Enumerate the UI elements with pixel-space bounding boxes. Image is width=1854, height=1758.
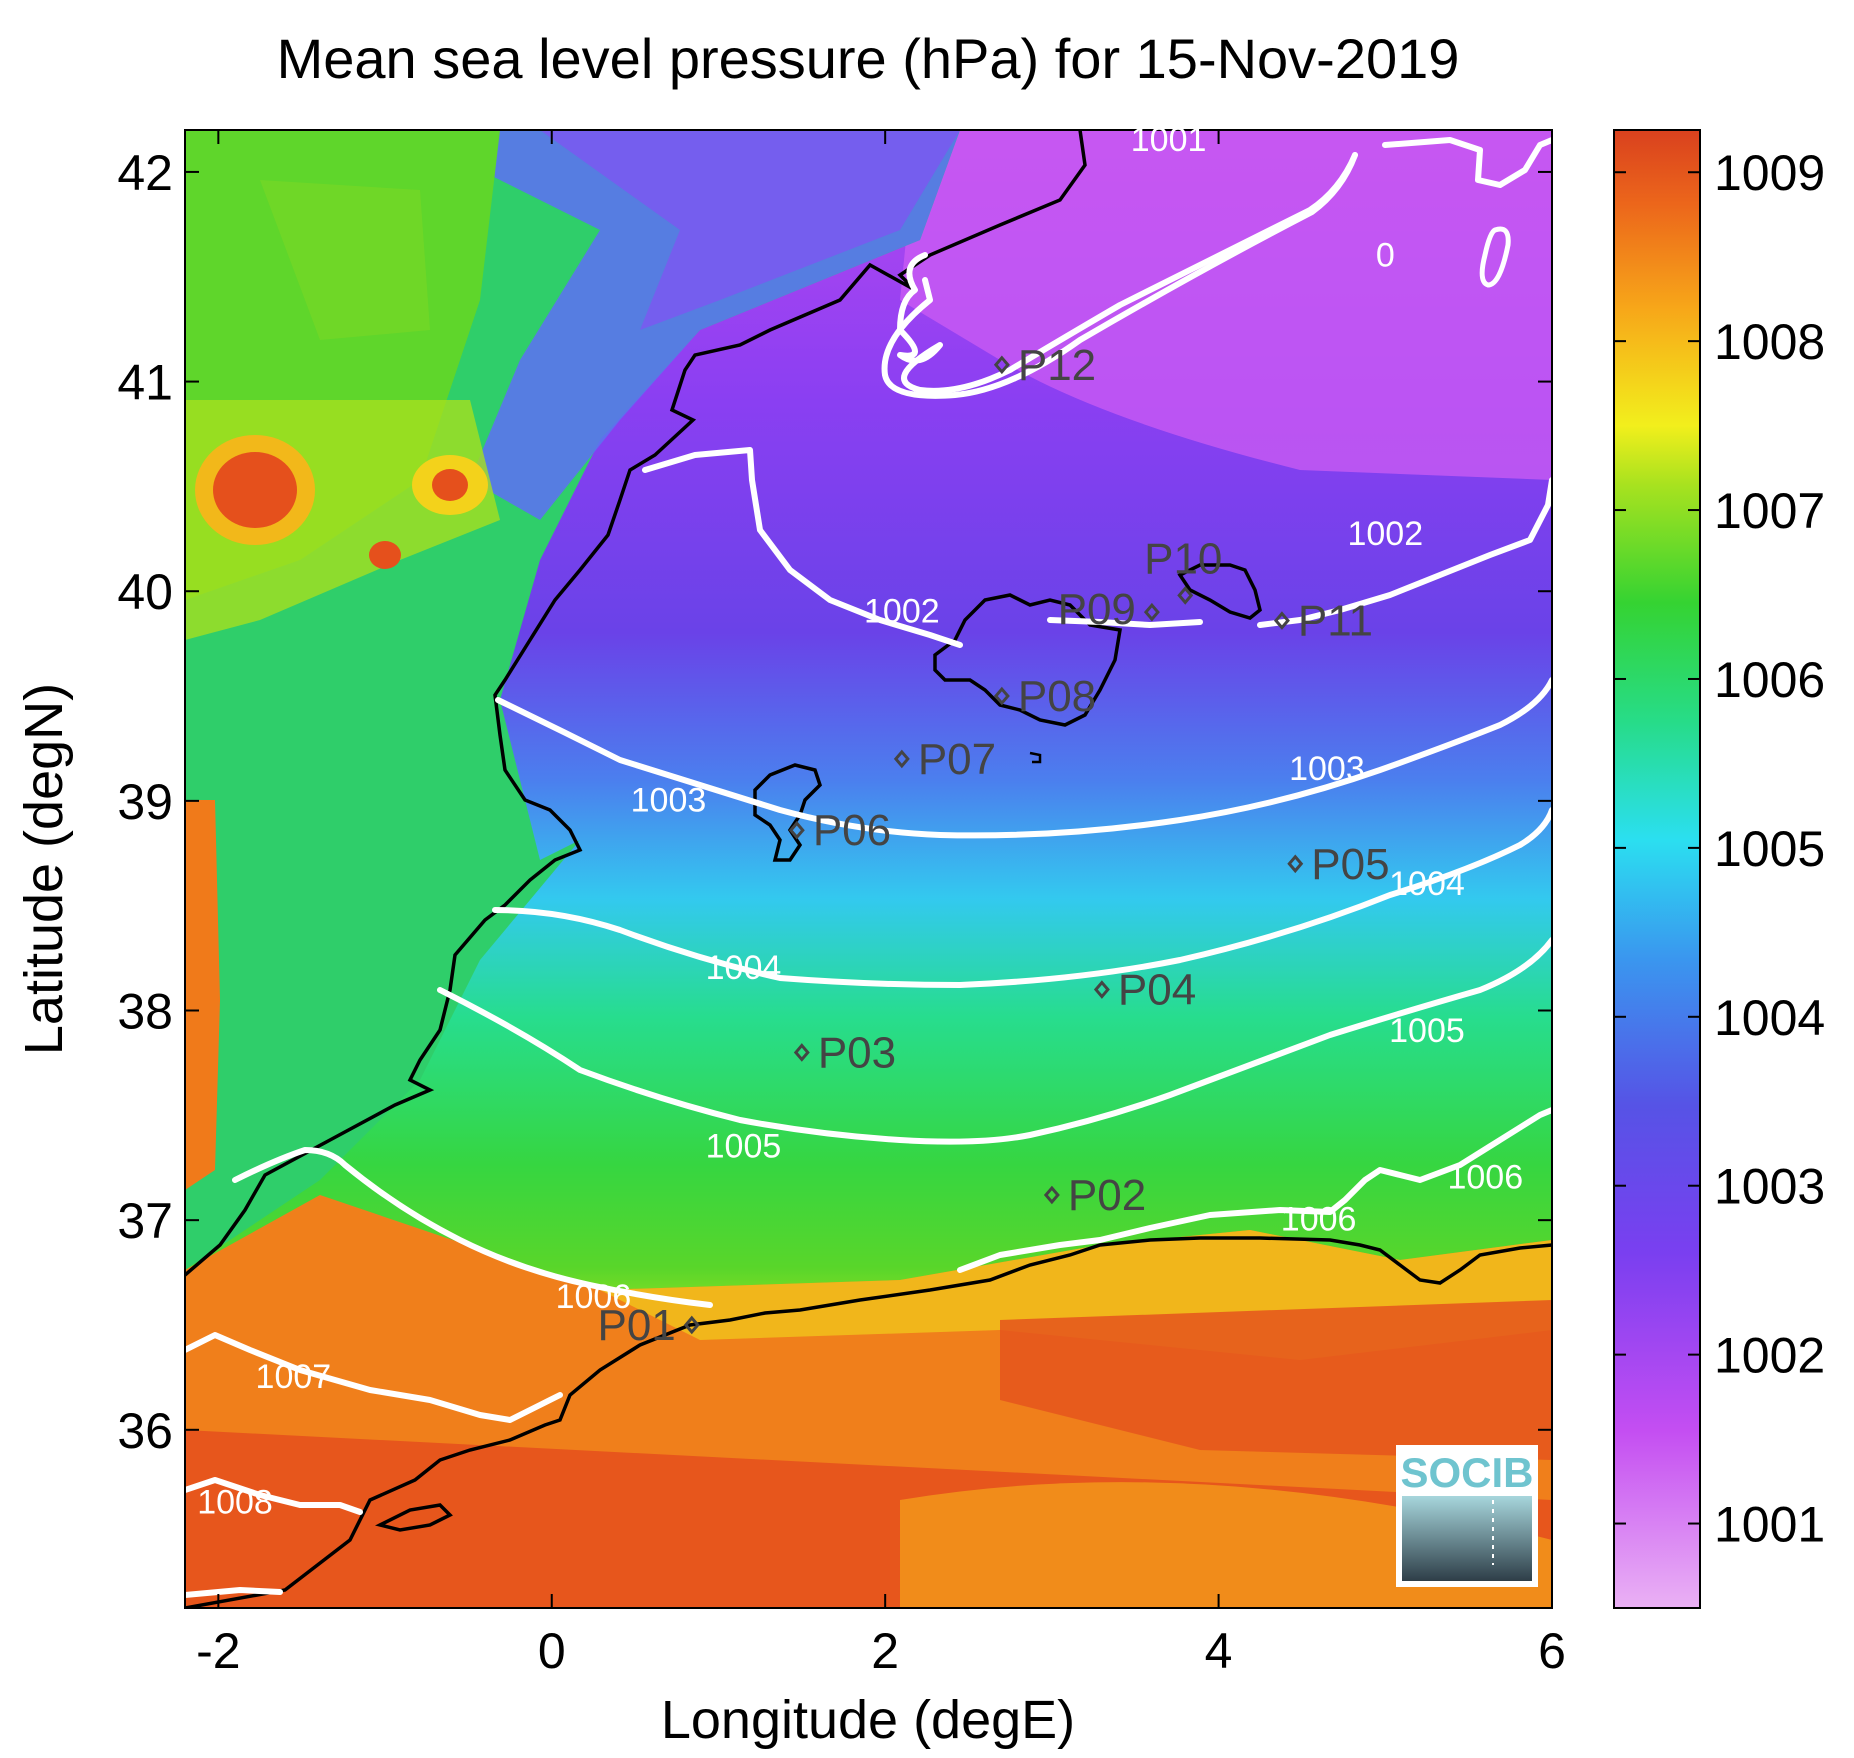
plot-frame	[184, 129, 1553, 1609]
contour-label: 1008	[197, 1484, 273, 1522]
y-tick-label: 36	[117, 1403, 173, 1459]
x-tick-label: 4	[1205, 1623, 1233, 1679]
station-label: P01	[597, 1301, 675, 1350]
station-marker	[893, 749, 910, 769]
station-label: P09	[1058, 585, 1136, 634]
x-tick-label: -2	[196, 1623, 240, 1679]
contour-label: 1003	[1289, 750, 1365, 788]
contour-1005	[437, 937, 1552, 1145]
contour-1004	[492, 807, 1552, 988]
africa-coastline	[185, 1236, 1552, 1608]
contour-1002-west	[642, 447, 963, 648]
colorbar-tick-label: 1008	[1714, 314, 1825, 370]
y-tick-label: 42	[117, 145, 173, 201]
contour-label: 1004	[706, 949, 782, 987]
pressure-field	[185, 130, 1552, 1608]
station-marker	[1177, 586, 1194, 605]
contour-labels: 1001 0 1002 1002 1003 1003 1004 1004 1005 1005 100…	[197, 121, 1523, 1522]
contour-1003	[495, 677, 1552, 839]
station-marker	[993, 355, 1010, 375]
colorbar-tick-label: 1003	[1714, 1159, 1825, 1215]
x-axis-title: Longitude (degE)	[661, 1690, 1075, 1750]
y-tick-label: 39	[117, 774, 173, 830]
station-marker	[1043, 1185, 1060, 1205]
contour-1009	[185, 1587, 283, 1598]
station-label: P06	[813, 806, 891, 855]
coastlines	[185, 130, 1552, 1608]
y-tick-label: 40	[117, 564, 173, 620]
contour-label: 1006	[1281, 1201, 1357, 1239]
contour-label: 1005	[706, 1127, 782, 1165]
station-marker	[1273, 611, 1290, 630]
contour-label: 0	[1376, 236, 1395, 274]
station-marker	[993, 686, 1010, 706]
colorbar-tick-label: 1006	[1714, 652, 1825, 708]
colorbar-tick-label: 1005	[1714, 821, 1825, 877]
station-marker	[1287, 854, 1304, 874]
contour-label: 1002	[1347, 515, 1423, 553]
station-label: P07	[918, 735, 996, 784]
colorbar-tick-label: 1002	[1714, 1328, 1825, 1384]
colorbar	[1613, 129, 1701, 1609]
contour-label: 1002	[864, 593, 940, 631]
logo-text: SOCIB	[1400, 1449, 1533, 1496]
colorbar-ticks: 1001 1002 1003 1004 1005 1006 1007 1008 1009	[1614, 145, 1825, 1553]
x-tick-label: 0	[538, 1623, 566, 1679]
y-tick-label: 38	[117, 984, 173, 1040]
contour-label: 1001	[1131, 121, 1207, 159]
axis-ticks: -2 0 2 4 6 36 37 38 39 40 41 42	[117, 130, 1566, 1679]
station-label: P08	[1018, 672, 1096, 721]
x-tick-label: 6	[1538, 1623, 1566, 1679]
colorbar-tick-label: 1004	[1714, 990, 1825, 1046]
socib-logo: SOCIB	[1396, 1445, 1538, 1587]
station-marker	[683, 1315, 700, 1335]
station-marker	[1093, 980, 1110, 999]
mallorca-coastline	[933, 593, 1123, 727]
contour-label: 1005	[1389, 1012, 1465, 1050]
contour-label: 1003	[631, 781, 707, 819]
station-marker	[1143, 602, 1160, 622]
contour-label: 1004	[1389, 865, 1465, 903]
contour-1002-east	[1257, 477, 1552, 628]
x-tick-label: 2	[871, 1623, 899, 1679]
contour-1001	[897, 152, 1358, 394]
station-label: P12	[1018, 341, 1096, 390]
station-marker	[788, 820, 805, 840]
station-label: P03	[818, 1028, 896, 1077]
y-tick-label: 37	[117, 1193, 173, 1249]
station-label: P11	[1298, 597, 1373, 646]
contour-1007	[185, 1332, 563, 1423]
colorbar-tick-label: 1009	[1714, 145, 1825, 201]
contour-1008	[185, 1477, 363, 1515]
colorbar-tick-label: 1007	[1714, 483, 1825, 539]
colorbar-tick-label: 1001	[1714, 1497, 1825, 1553]
iberia-coastline	[185, 130, 1087, 1277]
station-label: P04	[1118, 966, 1196, 1015]
alboran-islet	[374, 1503, 453, 1532]
station-marker	[793, 1043, 810, 1062]
station-label: P10	[1144, 534, 1222, 583]
y-axis-title: Latitude (degN)	[14, 683, 74, 1055]
pressure-contours	[185, 137, 1552, 1598]
contour-1006-east	[957, 1107, 1552, 1273]
station-label: P02	[1068, 1171, 1146, 1220]
station-label: P05	[1311, 840, 1389, 889]
contour-1006-west	[232, 1147, 713, 1308]
chart-title: Mean sea level pressure (hPa) for 15-Nov…	[277, 27, 1460, 90]
menorca-coastline	[1177, 563, 1262, 620]
y-tick-label: 41	[117, 355, 173, 411]
contour-label: 1006	[556, 1278, 632, 1316]
contour-label: 1007	[256, 1358, 332, 1396]
contour-label: 1006	[1447, 1159, 1523, 1197]
